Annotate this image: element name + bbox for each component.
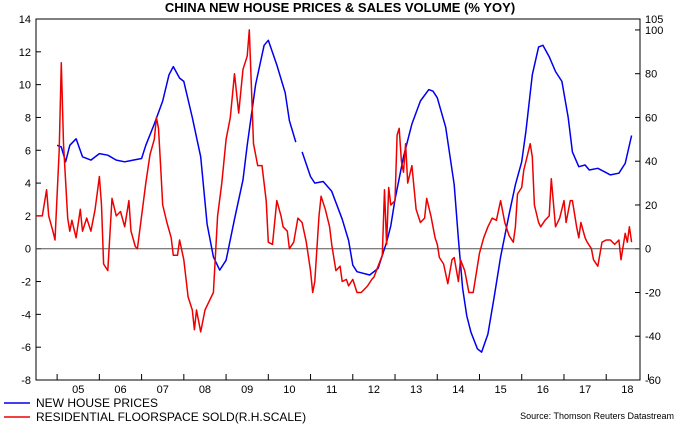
x-tick-label: 06 xyxy=(114,384,126,396)
series-residential-floorspace-sold xyxy=(36,29,633,333)
right-tick-label: -20 xyxy=(645,287,661,299)
x-tick-label: 07 xyxy=(157,384,169,396)
left-axis: 14 12 10 8 6 4 2 0 -2 -4 -6 -8 xyxy=(19,14,41,387)
series-new-house-prices xyxy=(56,39,633,353)
x-tick-label: 16 xyxy=(537,384,549,396)
x-tick-label: 17 xyxy=(579,384,591,396)
x-tick-label: 15 xyxy=(494,384,506,396)
left-tick-label: 8 xyxy=(25,112,31,124)
x-tick-label: 08 xyxy=(199,384,211,396)
left-tick-label: 10 xyxy=(19,80,31,92)
legend: NEW HOUSE PRICES RESIDENTIAL FLOORSPACE … xyxy=(4,396,306,424)
right-tick-label: -60 xyxy=(645,375,661,387)
left-tick-label: 4 xyxy=(25,178,31,190)
x-tick-label: 13 xyxy=(410,384,422,396)
series-line-segment xyxy=(56,39,297,271)
left-tick-label: 6 xyxy=(25,145,31,157)
left-tick-label: 0 xyxy=(25,244,31,256)
x-tick-label: 12 xyxy=(368,384,380,396)
legend-label-new-house-prices: NEW HOUSE PRICES xyxy=(36,396,158,410)
left-tick-label: 14 xyxy=(19,14,31,26)
left-tick-label: 12 xyxy=(19,47,31,59)
right-tick-label: 20 xyxy=(645,200,657,212)
right-tick-label: 80 xyxy=(645,69,657,81)
left-tick-label: -2 xyxy=(21,277,31,289)
x-tick-label: 10 xyxy=(283,384,295,396)
right-tick-label: -40 xyxy=(645,331,661,343)
right-tick-label: 0 xyxy=(645,244,651,256)
legend-label-residential-floorspace: RESIDENTIAL FLOORSPACE SOLD(R.H.SCALE) xyxy=(36,410,306,424)
left-tick-label: 2 xyxy=(25,211,31,223)
series-layer xyxy=(36,29,633,353)
left-tick-label: -6 xyxy=(21,342,31,354)
x-axis: 05 06 07 08 09 10 11 12 13 14 15 16 17 18 xyxy=(56,374,649,396)
source-note: Source: Thomson Reuters Datastream xyxy=(520,411,674,421)
plot-area xyxy=(35,18,641,381)
chart-title: CHINA NEW HOUSE PRICES & SALES VOLUME (%… xyxy=(165,0,515,15)
series-line-segment xyxy=(36,29,633,333)
right-tick-label: 105 xyxy=(645,14,663,26)
x-tick-label: 09 xyxy=(241,384,253,396)
left-tick-label: -4 xyxy=(21,309,31,321)
series-line-segment xyxy=(301,44,633,353)
right-tick-label: 100 xyxy=(645,25,663,37)
x-tick-label: 11 xyxy=(326,384,337,396)
right-tick-label: 60 xyxy=(645,112,657,124)
x-tick-label: 05 xyxy=(72,384,84,396)
right-tick-label: 40 xyxy=(645,156,657,168)
x-tick-label: 14 xyxy=(452,384,464,396)
x-tick-label: 18 xyxy=(621,384,633,396)
left-tick-label: -8 xyxy=(21,375,31,387)
